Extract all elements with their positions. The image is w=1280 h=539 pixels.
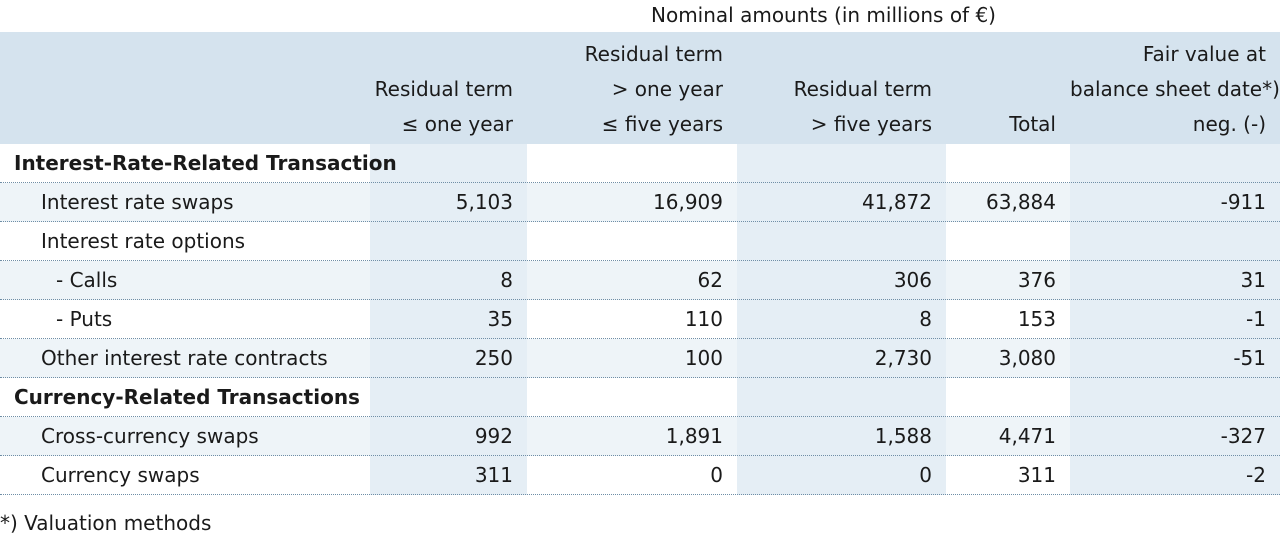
table-row: Interest rate swaps 5,103 16,909 41,872 63,8… (0, 183, 1280, 222)
row-label: Interest-Rate-Related Transaction (14, 151, 397, 175)
row-label: - Puts (56, 307, 113, 331)
column-shade (737, 144, 946, 495)
table-cell: 35 (487, 307, 513, 331)
column-header-total: Total (1009, 112, 1056, 136)
table-cell: 311 (474, 463, 513, 487)
table-cell: 2,730 (874, 346, 932, 370)
table-row: Currency swaps 311 0 0 311 -2 (0, 456, 1280, 495)
table-cell: 3,080 (998, 346, 1056, 370)
row-band (0, 339, 1280, 378)
table-cell: -327 (1220, 424, 1266, 448)
super-header-text: Nominal amounts (in millions of €) (651, 3, 996, 27)
table-cell: 311 (1017, 463, 1056, 487)
table-cell: 16,909 (653, 190, 723, 214)
table-row: - Puts 35 110 8 153 -1 (0, 300, 1280, 339)
table-row: Other interest rate contracts 250 100 2,730… (0, 339, 1280, 378)
row-band (0, 261, 1280, 300)
table-cell: -51 (1233, 346, 1266, 370)
row-label: Cross-currency swaps (41, 424, 259, 448)
table-cell: 31 (1240, 268, 1266, 292)
table-cell: -1 (1246, 307, 1266, 331)
table-cell: 41,872 (862, 190, 932, 214)
column-header-residual-one-to-five-years: Residual term > one year ≤ five years (584, 42, 723, 136)
table-cell: 992 (474, 424, 513, 448)
footnote: *) Valuation methods (0, 511, 212, 535)
row-label: Interest rate swaps (41, 190, 234, 214)
table-cell: 250 (474, 346, 513, 370)
row-label: Interest rate options (41, 229, 246, 253)
section-header-row: Interest-Rate-Related Transaction (0, 144, 1280, 183)
table-cell: 63,884 (986, 190, 1056, 214)
header-band (0, 32, 1280, 144)
table-cell: 110 (684, 307, 723, 331)
table-cell: 306 (893, 268, 932, 292)
column-header-residual-gt-five-years: Residual term > five years (793, 77, 932, 136)
super-header: Nominal amounts (in millions of €) (0, 0, 1280, 32)
row-label: - Calls (56, 268, 118, 292)
row-label: Currency swaps (41, 463, 200, 487)
section-header-row: Currency-Related Transactions (0, 378, 1280, 417)
table-cell: 153 (1017, 307, 1056, 331)
table-cell: 8 (919, 307, 932, 331)
table-cell: 8 (500, 268, 513, 292)
table-cell: 4,471 (998, 424, 1056, 448)
table-cell: -2 (1246, 463, 1266, 487)
row-label: Currency-Related Transactions (14, 385, 360, 409)
table-row: Interest rate options (0, 222, 1280, 261)
table-cell: 100 (684, 346, 723, 370)
table-cell: 1,588 (874, 424, 932, 448)
column-header-residual-le-one-year: Residual term ≤ one year (374, 77, 513, 136)
table-cell: 0 (710, 463, 723, 487)
table-cell: 376 (1017, 268, 1056, 292)
table-cell: -911 (1220, 190, 1266, 214)
row-band (0, 417, 1280, 456)
table-cell: 5,103 (455, 190, 513, 214)
column-shade (1070, 144, 1280, 495)
row-label: Other interest rate contracts (41, 346, 328, 370)
row-band (0, 183, 1280, 222)
table-cell: 0 (919, 463, 932, 487)
table-row: Cross-currency swaps 992 1,891 1,588 4,471 -3… (0, 417, 1280, 456)
table-cell: 62 (697, 268, 723, 292)
table-row: - Calls 8 62 306 376 31 (0, 261, 1280, 300)
column-header-fair-value: Fair value at balance sheet date*) neg. … (1070, 42, 1280, 136)
column-shade (370, 144, 527, 495)
table-cell: 1,891 (665, 424, 723, 448)
